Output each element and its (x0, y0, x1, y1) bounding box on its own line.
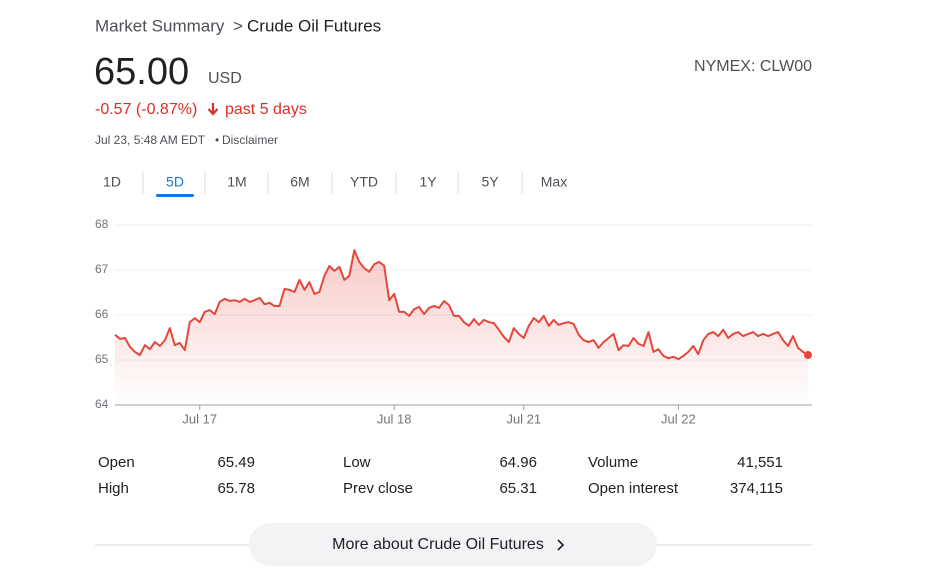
tab[interactable]: 1Y (419, 174, 437, 190)
price: 65.00 (94, 51, 189, 93)
exchange: NYMEX: CLW00 (694, 58, 812, 75)
tab[interactable]: Max (541, 174, 567, 190)
x-tick-label: Jul 21 (506, 411, 541, 426)
stat-label: Volume (588, 454, 638, 471)
range-tabs: 1D 5D 1M 6M YTD 1Y 5Y Max (103, 172, 567, 197)
stat-label: Open interest (588, 480, 679, 497)
stat-label: Low (343, 454, 371, 471)
timestamp: Jul 23, 5:48 AM EDT (95, 133, 206, 147)
stat-label: Open (98, 454, 135, 471)
stat-label: Prev close (343, 480, 413, 497)
stat-value: 64.96 (499, 454, 537, 471)
down-arrow (207, 103, 219, 116)
tab[interactable]: 1D (103, 174, 121, 190)
y-tick-label: 64 (95, 397, 109, 411)
breadcrumb-separator: > (233, 16, 243, 35)
x-tick-label: Jul 17 (182, 411, 217, 426)
y-tick-label: 68 (95, 217, 109, 231)
stat-value: 41,551 (737, 454, 783, 471)
stat-value: 65.31 (499, 480, 537, 497)
tab[interactable]: YTD (350, 174, 378, 190)
tab[interactable]: 5D (166, 174, 184, 190)
more-button-label[interactable]: More about Crude Oil Futures (332, 536, 544, 553)
stat-value: 374,115 (730, 480, 783, 497)
last-point (804, 351, 812, 360)
stats-table: Open 65.49 Low 64.96 Volume 41,551 High 65.78 Pr… (98, 454, 783, 497)
tab[interactable]: 5Y (481, 174, 499, 190)
stat-value: 65.78 (217, 480, 255, 497)
disclaimer[interactable]: Disclaimer (222, 133, 278, 147)
stat-value: 65.49 (217, 454, 255, 471)
period: past 5 days (225, 101, 307, 118)
tab[interactable]: 1M (227, 174, 246, 190)
breadcrumb-current: Crude Oil Futures (247, 16, 381, 35)
stat-label: High (98, 480, 129, 497)
breadcrumb-root[interactable]: Market Summary (95, 16, 225, 35)
y-tick-label: 66 (95, 307, 109, 321)
y-tick-label: 67 (95, 262, 109, 276)
chart: 64 65 66 67 68 Jul 17 Jul 18 Jul 21 Jul 22 (95, 217, 812, 426)
dot: • (215, 133, 219, 147)
x-tick-label: Jul 18 (377, 411, 412, 426)
chevron (557, 539, 565, 551)
y-tick-label: 65 (95, 352, 109, 366)
currency: USD (208, 70, 242, 87)
change: -0.57 (-0.87%) (95, 101, 197, 118)
price-line (114, 249, 809, 361)
area-fill (115, 250, 808, 405)
more-button[interactable] (249, 523, 657, 566)
tab[interactable]: 6M (290, 174, 309, 190)
x-tick-label: Jul 22 (661, 411, 696, 426)
tab-indicator (156, 194, 194, 197)
